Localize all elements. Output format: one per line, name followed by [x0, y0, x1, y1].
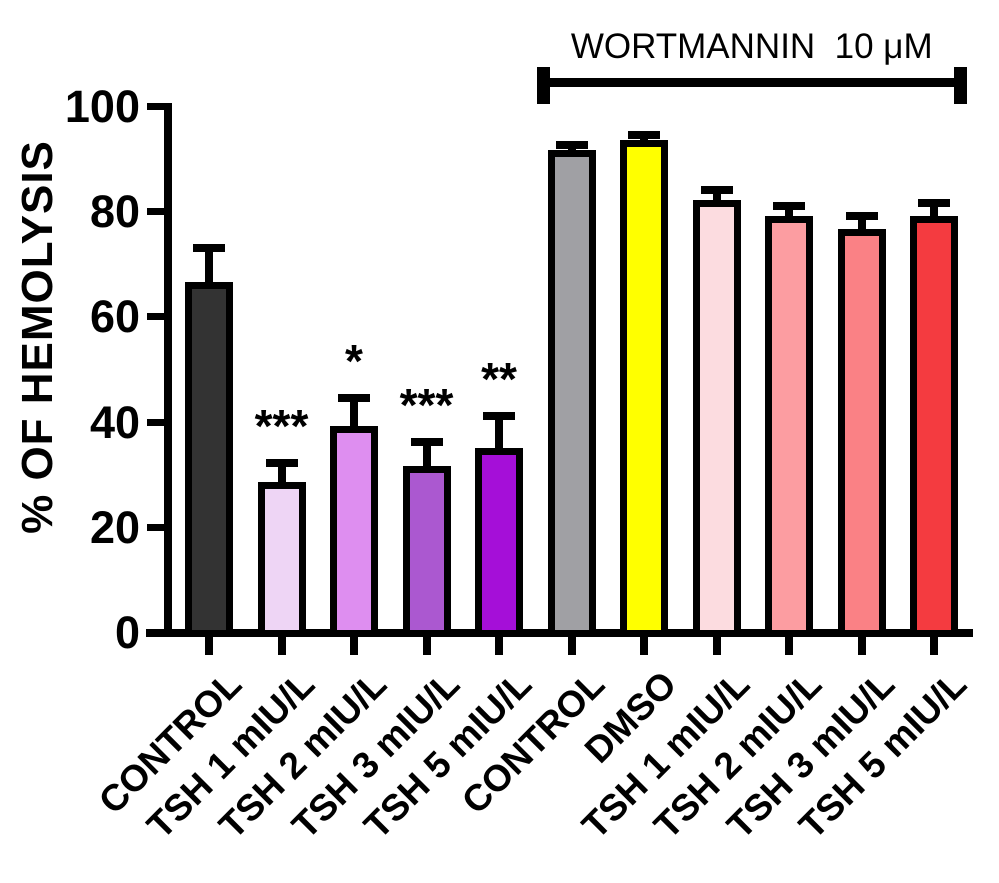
error-bar-stem: [422, 438, 431, 486]
bar-tsh-3-miu-l: [402, 465, 451, 637]
error-bar-cap: [555, 141, 588, 150]
bar-tsh-5-miu-l: [475, 447, 523, 637]
x-axis-tick: [785, 637, 793, 655]
wortmannin-bracket-cap-right: [954, 67, 967, 104]
x-axis-tick: [350, 637, 358, 655]
x-axis-tick: [205, 637, 213, 655]
x-axis-tick: [857, 637, 866, 655]
error-bar-stem: [495, 412, 503, 468]
error-bar-cap: [918, 199, 950, 208]
wortmannin-bracket-line: [536, 78, 967, 87]
y-axis-tick: [147, 523, 165, 531]
bar-tsh-1-miu-l: [257, 481, 306, 637]
error-bar-cap: [338, 393, 370, 402]
y-tick-label: 40: [89, 396, 140, 448]
error-bar-stem: [277, 459, 286, 502]
bar-tsh-2-miu-l: [330, 426, 378, 637]
x-axis-tick: [640, 637, 648, 655]
bar-dmso: [620, 139, 668, 637]
y-tick-label: 0: [114, 607, 140, 658]
x-axis-tick: [277, 637, 286, 655]
significance-marker: ***: [399, 379, 454, 432]
y-tick-label: 20: [89, 501, 140, 553]
x-axis-tick: [422, 637, 431, 655]
error-bar-cap: [410, 438, 443, 447]
bar-tsh-5-miu-l: [910, 216, 958, 637]
x-axis-tick: [495, 637, 503, 655]
significance-marker: ***: [254, 400, 309, 453]
x-axis-tick: [567, 637, 576, 655]
x-axis-tick: [712, 637, 721, 655]
error-bar-cap: [265, 459, 298, 468]
bar-tsh-1-miu-l: [692, 200, 741, 637]
error-bar-cap: [193, 243, 225, 252]
bar-tsh-3-miu-l: [837, 229, 886, 637]
significance-marker: **: [481, 353, 517, 406]
bar-control: [547, 150, 596, 637]
error-bar-stem: [205, 243, 213, 302]
error-bar-cap: [628, 130, 660, 139]
error-bar-stem: [350, 393, 358, 447]
bar-tsh-2-miu-l: [765, 216, 813, 637]
x-axis-tick: [930, 637, 938, 655]
y-tick-label: 60: [89, 291, 140, 343]
bar-control: [185, 281, 233, 637]
error-bar-cap: [700, 185, 733, 194]
y-axis-tick: [147, 313, 165, 321]
wortmannin-bracket-cap-left: [536, 67, 550, 104]
y-tick-label: 80: [89, 186, 140, 238]
significance-marker: *: [345, 334, 363, 387]
y-axis-tick: [147, 208, 165, 216]
y-axis-tick: [147, 418, 165, 426]
y-tick-label: 100: [64, 81, 140, 132]
y-axis-line: [164, 103, 172, 637]
error-bar-cap: [483, 412, 515, 421]
error-bar-cap: [773, 201, 805, 210]
y-axis-tick: [147, 103, 165, 110]
error-bar-cap: [845, 212, 878, 221]
wortmannin-bracket-label: WORTMANNIN 10 μM: [570, 27, 933, 66]
